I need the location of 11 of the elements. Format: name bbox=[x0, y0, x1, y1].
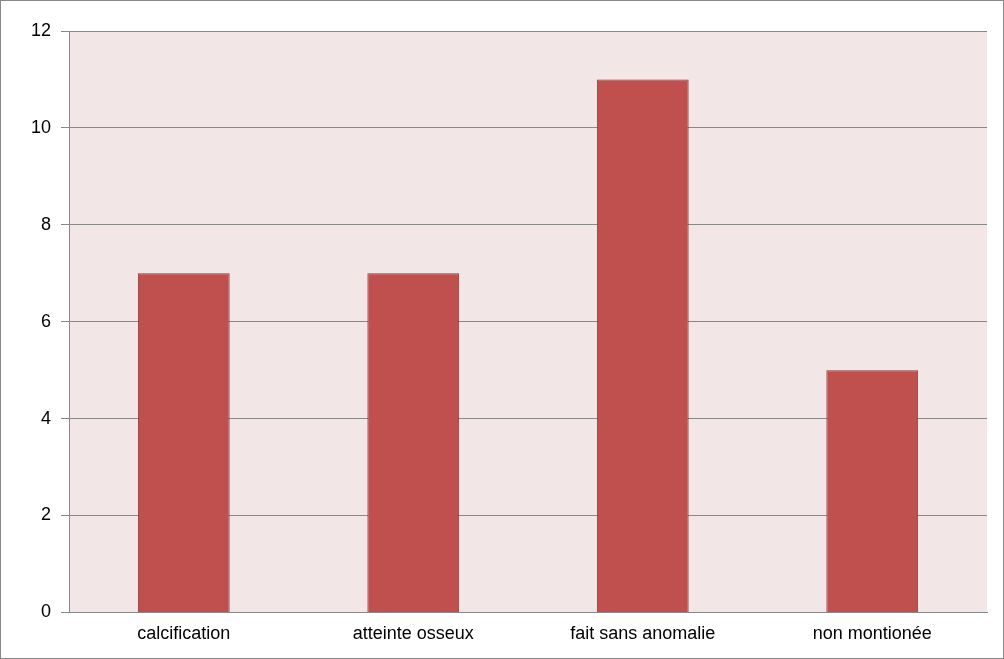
x-tick-label: non montionée bbox=[812, 623, 932, 644]
x-tick-label: atteinte osseux bbox=[352, 623, 474, 644]
y-tick-label: 12 bbox=[30, 19, 52, 40]
y-tick-label: 10 bbox=[30, 116, 52, 137]
y-tick-label: 2 bbox=[41, 504, 52, 525]
y-tick-label: 8 bbox=[41, 213, 52, 234]
y-tick-label: 4 bbox=[41, 407, 52, 428]
x-tick-label: fait sans anomalie bbox=[570, 623, 716, 644]
y-tick-label: 0 bbox=[41, 601, 52, 622]
y-tick-label: 6 bbox=[41, 310, 52, 331]
x-tick-label: calcification bbox=[137, 623, 231, 644]
